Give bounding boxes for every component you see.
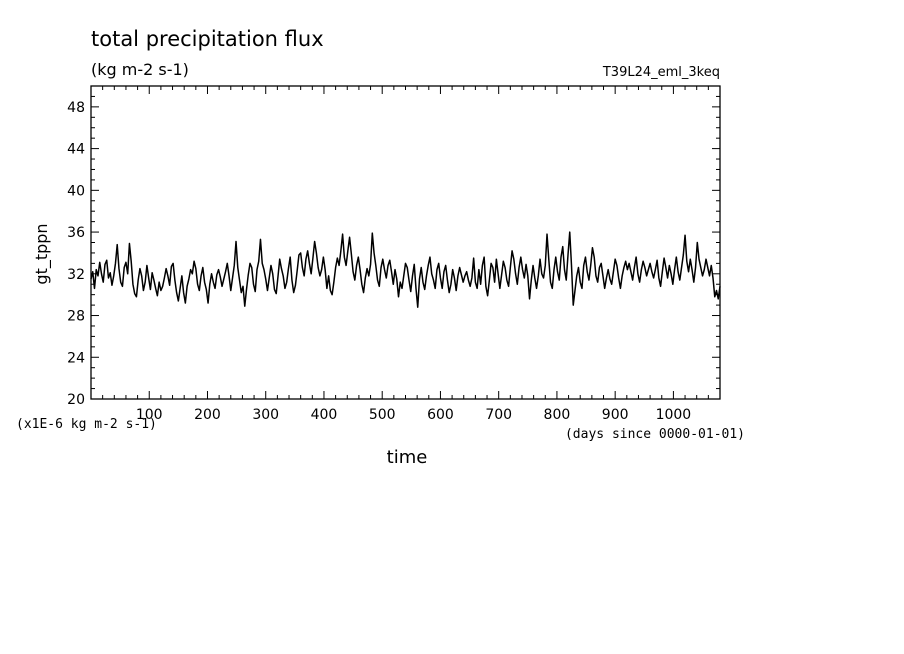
x-tick-label: 900 bbox=[602, 407, 629, 423]
series-line bbox=[90, 231, 721, 308]
x-tick-label: 300 bbox=[252, 407, 279, 423]
x-tick-label: 800 bbox=[544, 407, 571, 423]
x-tick-label: 200 bbox=[194, 407, 221, 423]
run-label: T39L24_eml_3keq bbox=[602, 65, 720, 80]
y-tick-label: 44 bbox=[67, 142, 85, 158]
y-tick-label: 20 bbox=[67, 392, 85, 408]
x-axis-label: time bbox=[387, 447, 428, 468]
y-tick-label: 28 bbox=[67, 309, 85, 325]
axis-ticks bbox=[90, 85, 721, 400]
chart-title: total precipitation flux bbox=[91, 27, 324, 51]
y-tick-label: 36 bbox=[67, 225, 85, 241]
y-tick-label: 32 bbox=[67, 267, 85, 283]
x-tick-label: 100 bbox=[136, 407, 163, 423]
y-scale-label: (x1E-6 kg m-2 s-1) bbox=[16, 417, 157, 432]
x-tick-label: 500 bbox=[369, 407, 396, 423]
y-tick-label: 48 bbox=[67, 100, 85, 116]
x-tick-label: 600 bbox=[427, 407, 454, 423]
y-tick-label: 24 bbox=[67, 350, 85, 366]
x-tick-label: 1000 bbox=[656, 407, 692, 423]
plot-frame bbox=[90, 85, 721, 400]
y-axis-label: gt_tppn bbox=[32, 223, 52, 284]
axis-tick-labels: 20 24 28 32 36 40 44 48 100 200 300 400 500 600 700 800… bbox=[67, 100, 691, 423]
y-tick-label: 40 bbox=[67, 183, 85, 199]
x-unit-label: (days since 0000-01-01) bbox=[565, 427, 745, 442]
chart-subtitle: (kg m-2 s-1) bbox=[91, 60, 189, 79]
x-tick-label: 400 bbox=[311, 407, 338, 423]
x-tick-label: 700 bbox=[485, 407, 512, 423]
